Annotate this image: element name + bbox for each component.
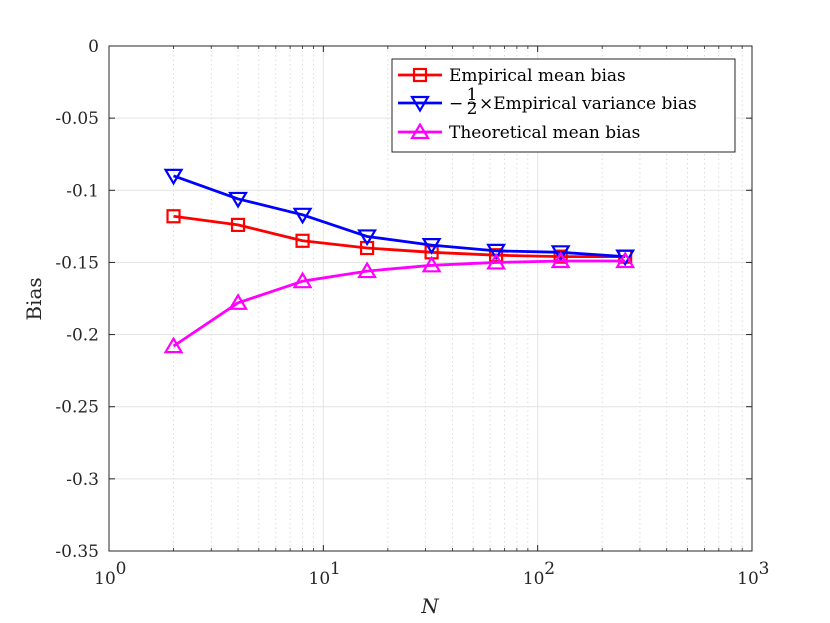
y-tick-label: -0.05 bbox=[55, 109, 99, 129]
x-tick-label: 10 bbox=[737, 569, 759, 589]
series-2-point bbox=[421, 238, 442, 255]
x-tick-exponent: 0 bbox=[116, 559, 127, 579]
series-2-point bbox=[615, 249, 636, 267]
x-tick-label: 10 bbox=[523, 569, 545, 589]
x-axis-label: N bbox=[420, 594, 440, 618]
series-3-point bbox=[615, 251, 636, 269]
y-tick-label: -0.25 bbox=[55, 398, 99, 418]
series-2-point bbox=[163, 168, 184, 186]
x-tick-exponent: 1 bbox=[330, 559, 341, 579]
series-2-point bbox=[550, 245, 571, 262]
series-3-point bbox=[486, 252, 507, 270]
series-1-point bbox=[166, 209, 181, 224]
x-tick-labels: 10 0 10 1 10 2 10 3 bbox=[94, 559, 769, 589]
legend-marker-3 bbox=[410, 122, 430, 140]
legend-marker-2 bbox=[410, 95, 430, 113]
series-2-point bbox=[228, 191, 248, 209]
series-1-point bbox=[295, 233, 310, 248]
x-tick-exponent: 2 bbox=[544, 559, 555, 579]
x-tick-exponent: 3 bbox=[759, 559, 770, 579]
legend: Empirical mean bias − 12 ×Empirical varianc… bbox=[391, 58, 736, 153]
series-2-point bbox=[292, 207, 313, 225]
minor-gridlines bbox=[173, 46, 743, 551]
series-2-point bbox=[486, 243, 507, 261]
series-3-point bbox=[163, 336, 184, 354]
y-tick-label: 0 bbox=[88, 37, 99, 57]
y-tick-label: -0.1 bbox=[66, 181, 99, 201]
series-2-point bbox=[357, 229, 378, 247]
y-tick-label: -0.15 bbox=[55, 253, 99, 273]
legend-fraction-den: 2 bbox=[467, 99, 478, 119]
series-3-point bbox=[292, 271, 313, 289]
legend-label-3: Theoretical mean bias bbox=[449, 123, 640, 143]
series-3-point bbox=[228, 293, 248, 310]
series-line-1 bbox=[173, 214, 626, 259]
x-tick-label: 10 bbox=[309, 569, 331, 589]
x-tick-label: 10 bbox=[94, 569, 116, 589]
y-tick-label: -0.35 bbox=[55, 542, 99, 562]
axes-box bbox=[108, 45, 753, 552]
legend-label-1: Empirical mean bias bbox=[449, 66, 626, 86]
y-tick-label: -0.3 bbox=[66, 470, 99, 490]
legend-box bbox=[391, 58, 736, 153]
y-axis-label: Bias bbox=[22, 277, 46, 320]
y-tick-label: -0.2 bbox=[66, 326, 99, 346]
series-3-point bbox=[421, 255, 442, 273]
legend-fraction-num: 1 bbox=[467, 85, 478, 105]
series-line-2 bbox=[173, 174, 626, 259]
legend-label-suffix: ×Empirical variance bias bbox=[479, 94, 697, 114]
legend-marker-1 bbox=[412, 67, 428, 83]
series-1-point bbox=[230, 217, 246, 233]
series-1-point bbox=[553, 249, 568, 264]
y-tick-labels: 0 -0.05 -0.1 -0.15 -0.2 -0.25 -0.3 -0.35 bbox=[55, 37, 99, 562]
ticks-layer bbox=[108, 45, 753, 552]
legend-label-2: − bbox=[449, 94, 463, 114]
series-layer bbox=[163, 168, 636, 354]
series-3-point bbox=[357, 261, 378, 279]
series-3-point bbox=[550, 251, 571, 269]
series-line-3 bbox=[172, 259, 626, 348]
